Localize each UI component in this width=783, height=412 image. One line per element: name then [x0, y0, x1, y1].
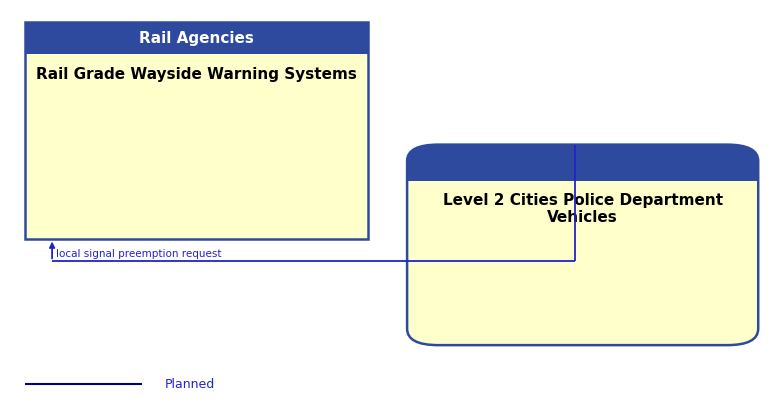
Text: Level 2 Cities Police Department
Vehicles: Level 2 Cities Police Department Vehicle… [442, 193, 723, 225]
Bar [25, 22, 368, 239]
Bar [407, 163, 758, 181]
Bar [25, 22, 368, 54]
Text: local signal preemption request: local signal preemption request [56, 249, 222, 259]
Text: Planned: Planned [165, 377, 215, 391]
FancyBboxPatch shape [407, 145, 758, 181]
FancyBboxPatch shape [407, 145, 758, 345]
Text: Rail Grade Wayside Warning Systems: Rail Grade Wayside Warning Systems [37, 67, 357, 82]
Text: Rail Agencies: Rail Agencies [139, 30, 254, 46]
